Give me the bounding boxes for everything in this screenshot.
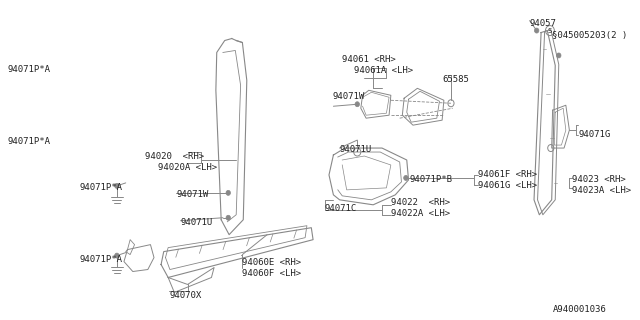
Text: 94071P*B: 94071P*B <box>410 175 452 184</box>
Circle shape <box>115 253 119 258</box>
Circle shape <box>557 53 561 58</box>
Text: 94061 <RH>: 94061 <RH> <box>342 55 396 64</box>
Text: 94071C: 94071C <box>324 204 357 213</box>
Text: 94071P*A: 94071P*A <box>80 183 123 192</box>
Text: §045005203(2 ): §045005203(2 ) <box>552 31 627 40</box>
Circle shape <box>545 26 554 36</box>
Text: 94071W: 94071W <box>176 190 209 199</box>
Text: 94071G: 94071G <box>578 130 611 139</box>
Text: 94022A <LH>: 94022A <LH> <box>391 209 450 218</box>
Text: S: S <box>548 28 552 34</box>
Text: 94060F <LH>: 94060F <LH> <box>243 268 301 277</box>
Text: 94071P*A: 94071P*A <box>80 255 123 264</box>
Text: 94071U: 94071U <box>180 218 212 227</box>
Circle shape <box>534 28 539 33</box>
Text: 65585: 65585 <box>442 76 469 84</box>
Text: 94057: 94057 <box>530 19 556 28</box>
Text: 94023A <LH>: 94023A <LH> <box>572 186 631 195</box>
Text: 94071P*A: 94071P*A <box>8 65 51 74</box>
Text: 94061A <LH>: 94061A <LH> <box>354 67 413 76</box>
Circle shape <box>115 183 119 188</box>
Circle shape <box>355 102 360 107</box>
Circle shape <box>404 175 408 180</box>
Text: 94071P*A: 94071P*A <box>8 137 51 146</box>
Text: 94071U: 94071U <box>340 145 372 154</box>
Circle shape <box>226 215 230 220</box>
Text: 94061G <LH>: 94061G <LH> <box>478 181 538 190</box>
Text: A940001036: A940001036 <box>552 305 606 314</box>
Circle shape <box>226 190 230 195</box>
Text: 94070X: 94070X <box>169 292 201 300</box>
Text: 94022  <RH>: 94022 <RH> <box>391 198 450 207</box>
Text: 94023 <RH>: 94023 <RH> <box>572 175 626 184</box>
Text: 94020  <RH>: 94020 <RH> <box>145 152 204 161</box>
Text: 94061F <RH>: 94061F <RH> <box>478 170 538 179</box>
Text: 94060E <RH>: 94060E <RH> <box>243 258 301 267</box>
Text: 94071W: 94071W <box>333 92 365 101</box>
Text: 94020A <LH>: 94020A <LH> <box>157 163 217 172</box>
